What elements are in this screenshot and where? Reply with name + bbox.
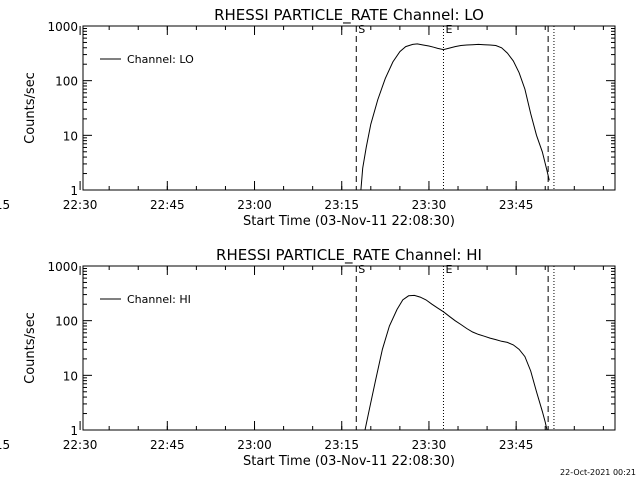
- plot-frame: [82, 25, 616, 191]
- y-tick-label: 10: [63, 129, 78, 143]
- series-line: [364, 294, 548, 431]
- chart-title: RHESSI PARTICLE_RATE Channel: HI: [216, 246, 482, 265]
- series-line: [360, 43, 550, 191]
- x-tick-label: 22:30: [63, 198, 98, 212]
- x-tick-label: 23:45: [499, 438, 534, 452]
- event-marker-label: S: [358, 23, 365, 36]
- x-tick-label: 23:00: [237, 438, 272, 452]
- footer-timestamp: 22-Oct-2021 00:21: [560, 468, 636, 477]
- x-tick-label: 22:15: [0, 198, 10, 212]
- y-axis-label: Counts/sec: [23, 312, 38, 384]
- x-tick-label: 23:30: [412, 198, 447, 212]
- y-tick-label: 1: [70, 184, 78, 198]
- event-marker-label: E: [445, 23, 452, 36]
- y-tick-label: 1: [70, 424, 78, 438]
- x-tick-label: 22:30: [63, 438, 98, 452]
- y-tick-label: 1000: [47, 20, 78, 34]
- legend-label: Channel: LO: [127, 53, 194, 66]
- chart-panel-1: RHESSI PARTICLE_RATE Channel: LO Start Ti…: [0, 6, 616, 229]
- x-tick-label: 23:45: [499, 198, 534, 212]
- event-marker-label: E: [445, 263, 452, 276]
- chart-title: RHESSI PARTICLE_RATE Channel: LO: [214, 6, 484, 25]
- x-tick-label: 23:00: [237, 198, 272, 212]
- x-tick-label: 23:30: [412, 438, 447, 452]
- y-tick-label: 100: [55, 315, 78, 329]
- x-axis-label: Start Time (03-Nov-11 22:08:30): [243, 454, 455, 469]
- chart-panel-2: RHESSI PARTICLE_RATE Channel: HI Start Ti…: [0, 246, 616, 469]
- x-tick-label: 22:15: [0, 438, 10, 452]
- x-axis-label: Start Time (03-Nov-11 22:08:30): [243, 214, 455, 229]
- y-tick-label: 100: [55, 75, 78, 89]
- x-tick-label: 22:45: [150, 198, 185, 212]
- x-tick-label: 23:15: [324, 438, 359, 452]
- event-marker-label: S: [358, 263, 365, 276]
- x-tick-label: 23:15: [324, 198, 359, 212]
- y-tick-label: 10: [63, 369, 78, 383]
- x-tick-label: 22:45: [150, 438, 185, 452]
- y-axis-label: Counts/sec: [23, 72, 38, 144]
- plot-frame: [82, 265, 616, 431]
- legend-label: Channel: HI: [127, 293, 191, 306]
- y-tick-label: 1000: [47, 260, 78, 274]
